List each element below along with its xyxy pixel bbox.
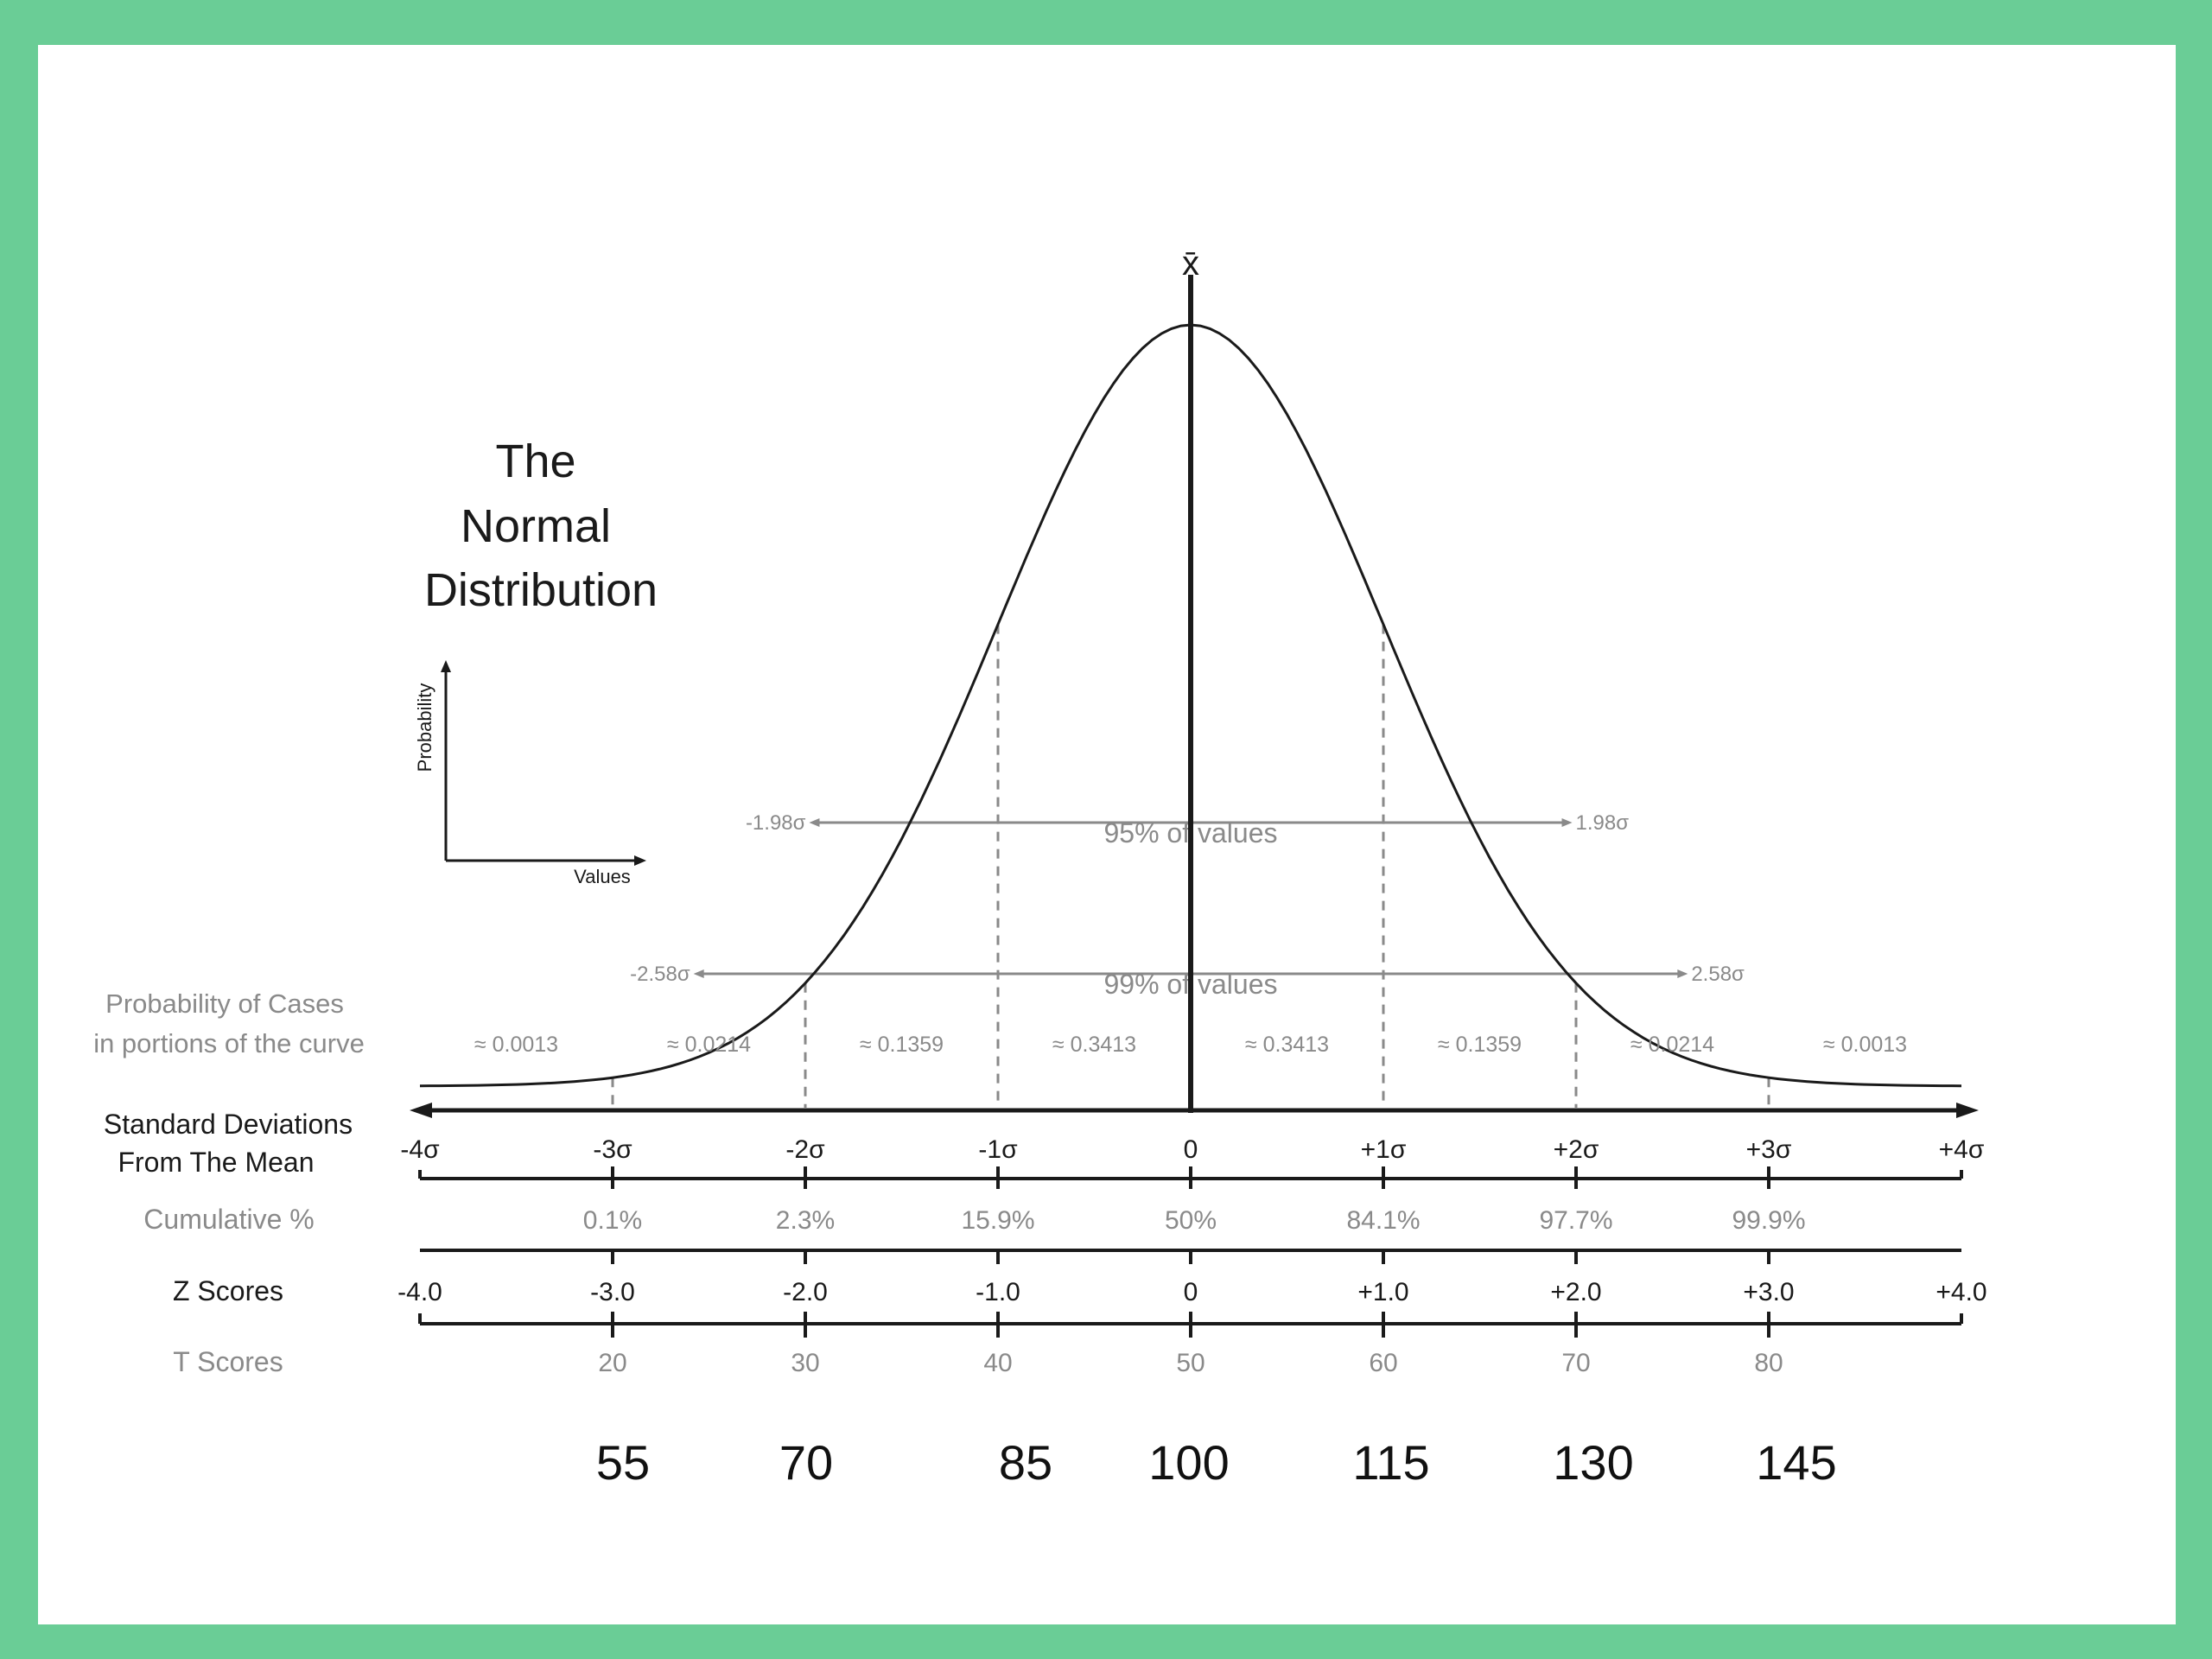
diagram-frame [38, 45, 2176, 1624]
t-value: 70 [1561, 1349, 1590, 1377]
probability-value: ≈ 0.0214 [667, 1033, 751, 1057]
probability-value: ≈ 0.3413 [1052, 1033, 1136, 1057]
z-value: +3.0 [1743, 1278, 1794, 1306]
probability-value: ≈ 0.1359 [1438, 1033, 1522, 1057]
probability-value: ≈ 0.0013 [474, 1033, 558, 1057]
cumulative-value: 15.9% [961, 1206, 1034, 1235]
z-value: -3.0 [590, 1278, 635, 1306]
t-value: 50 [1176, 1349, 1205, 1377]
sd-value: +1σ [1361, 1135, 1407, 1164]
probability-label-line-2: in portions of the curve [93, 1028, 365, 1058]
probability-value: ≈ 0.3413 [1245, 1033, 1329, 1057]
title-line-2: Normal [461, 500, 611, 552]
sd-row-label-line-1: Standard Deviations [104, 1109, 353, 1140]
t-row-label: T Scores [173, 1346, 283, 1377]
z-value: -1.0 [976, 1278, 1020, 1306]
sd-value: -3σ [593, 1135, 632, 1164]
t-value: 80 [1754, 1349, 1783, 1377]
cumulative-value: 0.1% [583, 1206, 642, 1235]
i99-right-label: 2.58σ [1691, 963, 1745, 986]
i99-left-arrow-icon [693, 969, 704, 978]
axis-left-arrow-icon [410, 1103, 432, 1118]
z-row-label: Z Scores [173, 1275, 283, 1306]
t-value: 40 [983, 1349, 1012, 1377]
mean-symbol: x̄ [1182, 245, 1199, 283]
probability-values: ≈ 0.0013 ≈ 0.0214 ≈ 0.1359 ≈ 0.3413 ≈ 0.3413… [474, 1033, 1907, 1057]
i95-left-arrow-icon [809, 818, 820, 827]
sd-row: -4σ -3σ -2σ -1σ 0 +1σ +2σ +3σ +4σ [400, 1135, 1985, 1189]
z-value: +4.0 [1936, 1278, 1986, 1306]
title: The Normal Distribution [424, 435, 658, 616]
iq-value: 85 [999, 1435, 1052, 1490]
cumulative-value: 97.7% [1539, 1206, 1612, 1235]
sd-value: -2σ [785, 1135, 825, 1164]
iq-value: 115 [1352, 1435, 1429, 1490]
i99-left-label: -2.58σ [630, 963, 690, 986]
t-value: 20 [598, 1349, 626, 1377]
mini-x-arrow-icon [634, 855, 646, 866]
z-row: -4.0 -3.0 -2.0 -1.0 0 +1.0 +2.0 +3.0 +4.0 [397, 1278, 1987, 1338]
cumulative-value: 50% [1165, 1206, 1217, 1235]
i99-right-arrow-icon [1677, 969, 1688, 978]
iq-value: 100 [1148, 1435, 1229, 1490]
sd-value: -1σ [978, 1135, 1018, 1164]
cumulative-value: 84.1% [1346, 1206, 1420, 1235]
i95-left-label: -1.98σ [746, 811, 806, 835]
sd-value: -4σ [400, 1135, 440, 1164]
z-value: -4.0 [397, 1278, 442, 1306]
sd-value: +4σ [1939, 1135, 1985, 1164]
mini-axes: Probability Values [414, 660, 646, 887]
iq-value: 70 [779, 1435, 833, 1490]
iq-row: 55 70 85 100 115 130 145 [596, 1435, 1837, 1490]
sd-row-label-line-2: From The Mean [118, 1147, 314, 1178]
cumulative-row: 0.1% 2.3% 15.9% 50% 84.1% 97.7% 99.9% [420, 1206, 1961, 1264]
sigma-dashed-lines [611, 624, 1770, 1108]
mini-y-label: Probability [414, 683, 435, 772]
t-value: 60 [1369, 1349, 1397, 1377]
cumulative-value: 99.9% [1732, 1206, 1805, 1235]
cumulative-value: 2.3% [776, 1206, 835, 1235]
mini-y-arrow-icon [441, 660, 451, 672]
probability-value: ≈ 0.0013 [1823, 1033, 1907, 1057]
i95-right-arrow-icon [1561, 818, 1573, 827]
mini-x-label: Values [574, 866, 631, 887]
sd-value: +3σ [1746, 1135, 1792, 1164]
sd-value: +2σ [1554, 1135, 1599, 1164]
z-value: 0 [1184, 1278, 1198, 1306]
t-value: 30 [791, 1349, 819, 1377]
title-line-3: Distribution [424, 564, 658, 616]
iq-value: 130 [1553, 1435, 1633, 1490]
cumulative-row-label: Cumulative % [143, 1204, 314, 1235]
iq-value: 145 [1756, 1435, 1836, 1490]
probability-value: ≈ 0.0214 [1630, 1033, 1714, 1057]
title-line-1: The [495, 435, 575, 487]
sd-value: 0 [1184, 1135, 1198, 1164]
z-value: +1.0 [1357, 1278, 1408, 1306]
axis-right-arrow-icon [1956, 1103, 1979, 1118]
z-value: -2.0 [783, 1278, 828, 1306]
iq-value: 55 [596, 1435, 650, 1490]
i95-right-label: 1.98σ [1576, 811, 1630, 835]
t-row: 20 30 40 50 60 70 80 [598, 1349, 1783, 1377]
probability-label-line-1: Probability of Cases [105, 988, 344, 1019]
z-value: +2.0 [1550, 1278, 1601, 1306]
probability-value: ≈ 0.1359 [860, 1033, 944, 1057]
